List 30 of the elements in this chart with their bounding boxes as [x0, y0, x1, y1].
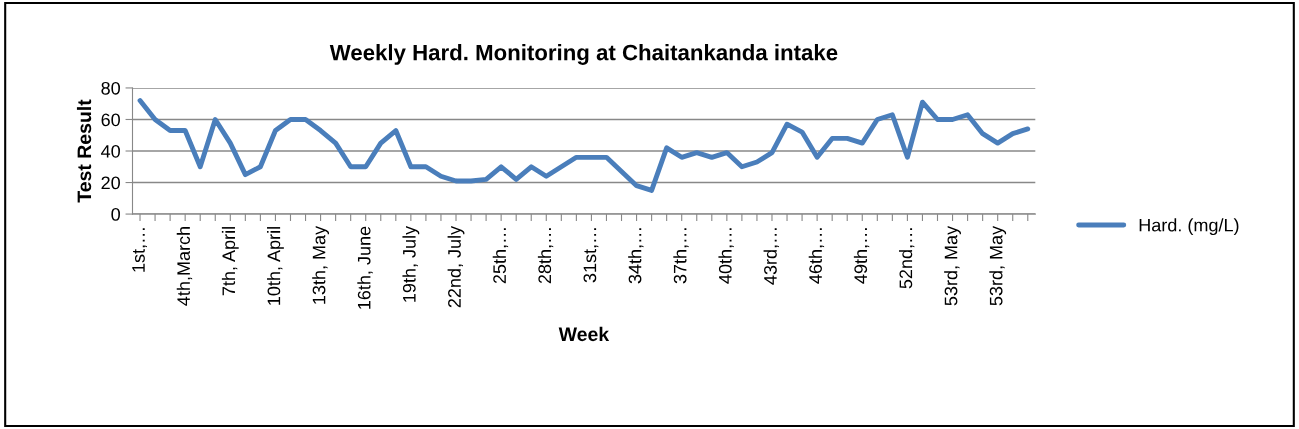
x-tick-label: 34th,…	[628, 228, 644, 284]
y-tick-label: 20	[101, 176, 120, 190]
y-tick-label: 0	[111, 208, 120, 221]
x-tick-label: 37th,…	[673, 228, 689, 284]
x-tick-label: 53rd, May	[989, 225, 1007, 306]
y-tick-label: 80	[101, 81, 120, 95]
x-tick-label: 25th,…	[492, 228, 509, 284]
x-tick-label: 22nd, July	[447, 225, 465, 308]
x-tick-label: 19th, July	[402, 225, 420, 302]
line-series	[137, 98, 1031, 193]
x-tick-label: 53rd, May	[944, 225, 961, 306]
x-tick-label: 10th, April	[267, 227, 284, 305]
x-axis-title: Week	[558, 326, 610, 342]
y-tick-label: 60	[101, 113, 120, 127]
x-tick-label: 40th,…	[718, 228, 734, 284]
y-tick-label: 40	[101, 144, 120, 158]
y-axis-title: Test Result	[76, 99, 92, 203]
legend-label: Hard. (mg/L)	[1139, 218, 1239, 236]
x-tick-label: 31st,…	[583, 228, 599, 283]
x-tick-label: 13th, May	[312, 225, 329, 304]
x-tick-label: 1st,…	[132, 228, 147, 272]
x-tick-label: 52nd,…	[898, 228, 915, 289]
x-tick-label: 28th,…	[537, 228, 554, 284]
x-tick-label: 7th, April	[221, 227, 239, 296]
chart-title: Weekly Hard. Monitoring at Chaitankanda intake	[329, 44, 838, 65]
x-tick-label: 49th,…	[853, 228, 870, 284]
x-tick-label: 46th,…	[808, 228, 825, 284]
x-tick-label: 43rd,…	[763, 228, 779, 285]
x-tick-label: 4th,March	[176, 227, 193, 306]
x-tick-label: 16th, June	[357, 226, 373, 309]
